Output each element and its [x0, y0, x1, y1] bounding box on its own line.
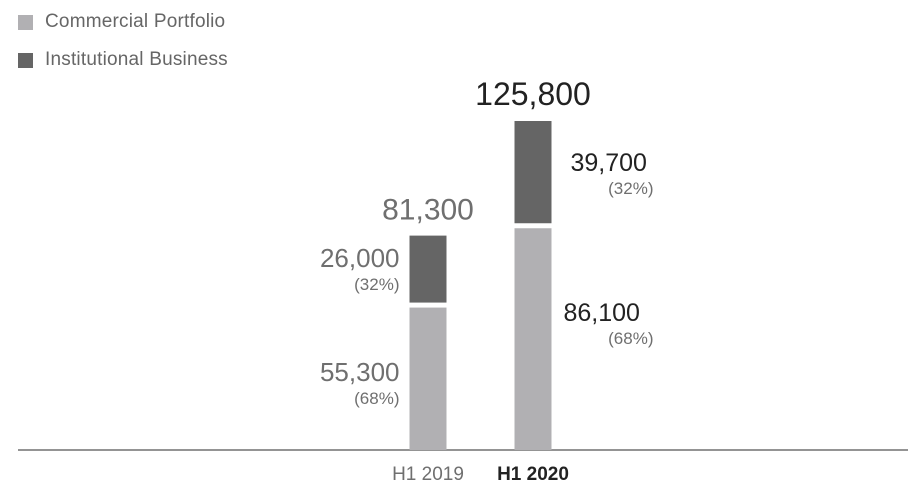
- total-label-h1-2020: 125,800: [475, 76, 591, 112]
- legend-label-institutional-business: Institutional Business: [45, 49, 228, 70]
- legend-label-commercial-portfolio: Commercial Portfolio: [45, 11, 226, 32]
- value-label-commercial-h1-2019: 55,300: [320, 357, 400, 387]
- share-label-institutional-h1-2019: (32%): [354, 275, 399, 294]
- chart-legend: Commercial Portfolio Institutional Busin…: [18, 10, 228, 86]
- share-label-institutional-h1-2020: (32%): [608, 179, 653, 198]
- bar-institutional-h1-2020: [514, 121, 552, 224]
- x-tick-label-h1-2020: H1 2020: [497, 464, 569, 484]
- legend-item-commercial-portfolio: Commercial Portfolio: [18, 10, 228, 34]
- share-label-commercial-h1-2019: (68%): [354, 389, 399, 408]
- legend-swatch-institutional-business: [18, 52, 33, 68]
- value-label-institutional-h1-2020: 39,700: [571, 149, 647, 177]
- legend-swatch-commercial-portfolio: [18, 14, 33, 30]
- x-tick-label-h1-2019: H1 2019: [392, 464, 464, 484]
- share-label-commercial-h1-2020: (68%): [608, 329, 653, 348]
- value-label-commercial-h1-2020: 86,100: [564, 299, 640, 327]
- value-label-institutional-h1-2019: 26,000: [320, 243, 400, 273]
- bar-commercial-h1-2020: [514, 228, 552, 450]
- bar-institutional-h1-2019: [409, 235, 447, 303]
- total-label-h1-2019: 81,300: [382, 194, 474, 227]
- legend-item-institutional-business: Institutional Business: [18, 48, 228, 72]
- bar-commercial-h1-2019: [409, 307, 447, 450]
